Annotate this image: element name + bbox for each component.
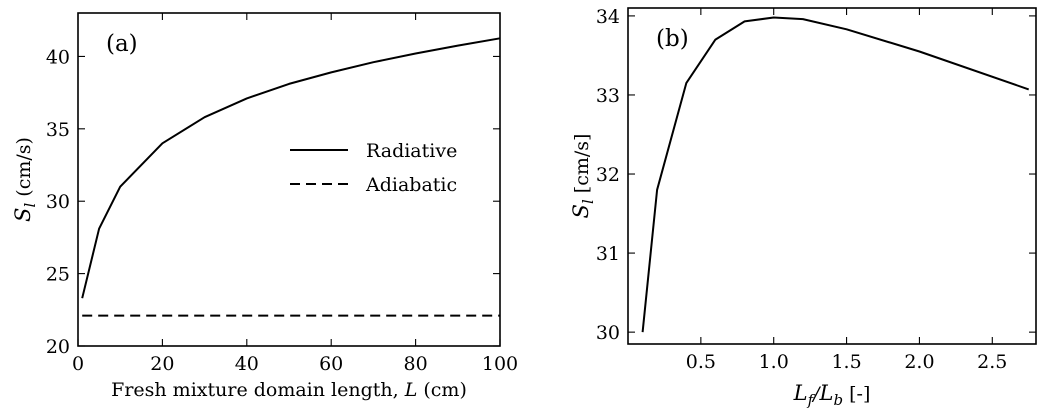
y-axis-label: Sl (cm/s) (11, 137, 39, 222)
panel-tag: (a) (106, 31, 138, 57)
y-tick-label: 30 (596, 322, 620, 344)
x-tick-label: 80 (404, 353, 428, 375)
y-tick-label: 32 (596, 164, 620, 186)
x-tick-label: 2.5 (977, 351, 1007, 373)
y-axis-label: Sl [cm/s] (569, 134, 597, 219)
x-tick-label: 2.0 (904, 351, 934, 373)
y-tick-label: 40 (46, 46, 70, 68)
x-tick-label: 0 (72, 353, 84, 375)
x-axis-label: Lf/Lb [-] (793, 381, 871, 409)
y-tick-label: 31 (596, 243, 620, 265)
x-tick-label: 40 (235, 353, 259, 375)
x-tick-label: 100 (482, 353, 518, 375)
y-tick-label: 20 (46, 336, 70, 358)
chart-panel-b: 0.5 1.0 1.5 2.0 2.5 30 31 32 33 34 (b) Lf/Lb [-] Sl … (569, 6, 1037, 409)
series-line-main (641, 16, 1030, 333)
x-tick-label: 60 (319, 353, 343, 375)
plot-frame (77, 12, 501, 347)
y-tick-label: 30 (46, 191, 70, 213)
legend-label-radiative: Radiative (366, 140, 457, 162)
x-tick-label: 20 (150, 353, 174, 375)
y-tick-label: 33 (596, 85, 620, 107)
y-tick-label: 34 (596, 6, 620, 28)
panel-tag: (b) (656, 26, 689, 52)
x-tick-label: 0.5 (686, 351, 716, 373)
y-tick-label: 35 (46, 119, 70, 141)
y-tick-label: 25 (46, 264, 70, 286)
plot-frame (627, 7, 1037, 345)
x-tick-label: 1.5 (831, 351, 861, 373)
legend-label-adiabatic: Adiabatic (365, 174, 457, 196)
series-line-radiative (81, 37, 501, 299)
x-axis-label: Fresh mixture domain length, L (cm) (111, 379, 467, 401)
x-tick-label: 1.0 (759, 351, 789, 373)
